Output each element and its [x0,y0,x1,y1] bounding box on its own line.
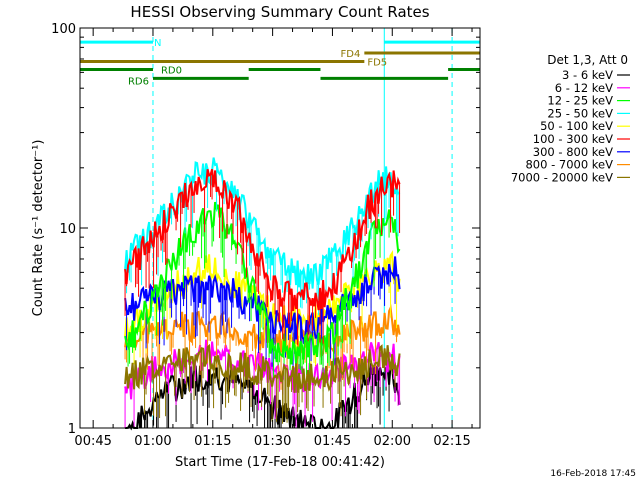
legend-label: 12 - 25 keV [547,94,613,108]
legend-label: 50 - 100 keV [540,119,613,133]
legend-label: 100 - 300 keV [533,132,613,146]
x-tick-label: 02:00 [374,434,411,449]
y-tick-label: 10 [59,222,76,237]
series-line [124,169,401,312]
x-axis-label: Start Time (17-Feb-18 00:41:42) [175,455,385,470]
y-tick-label: 100 [51,22,76,37]
legend-label: 25 - 50 keV [547,106,613,120]
series-line [125,362,401,431]
series-100-300keV [124,169,401,345]
x-tick-label: 01:45 [314,434,351,449]
chart-title: HESSI Observing Summary Count Rates [130,3,429,21]
x-tick-label: 00:45 [74,434,111,449]
flag-label-rd0: RD0 [161,66,182,77]
x-tick-label: 01:15 [194,434,231,449]
y-tick-label: 1 [68,422,76,437]
legend-label: 6 - 12 keV [555,81,613,95]
y-axis-label: Count Rate (s⁻¹ detector⁻¹) [31,140,46,317]
series-7000-20000keV [124,343,401,424]
flag-label-rd6: RD6 [128,76,149,87]
legend-label: 800 - 7000 keV [525,158,613,172]
x-tick-label: 01:30 [254,434,291,449]
legend-label: 3 - 6 keV [562,68,613,82]
series-line [124,343,401,393]
axes: 00:45 01:00 01:15 01:30 01:45 02:00 02:15 1 10 10… [51,22,480,449]
legend-label: 7000 - 20000 keV [511,170,613,184]
x-tick-label: 01:00 [134,434,171,449]
x-tick-label: 02:15 [433,434,470,449]
series-line [124,201,401,365]
legend-title: Det 1,3, Att 0 [547,53,628,67]
flag-label-n: N [154,38,161,49]
legend-label: 300 - 800 keV [533,145,613,159]
series-3-6keV [125,362,401,431]
timestamp: 16-Feb-2018 17:45 [550,469,636,479]
series-line [124,250,401,340]
plot-area: N FD4 FD5 RD0 RD6 [79,28,480,431]
flag-label-fd5: FD5 [367,57,387,68]
series-line [124,304,401,360]
flag-label-fd4: FD4 [341,49,361,60]
